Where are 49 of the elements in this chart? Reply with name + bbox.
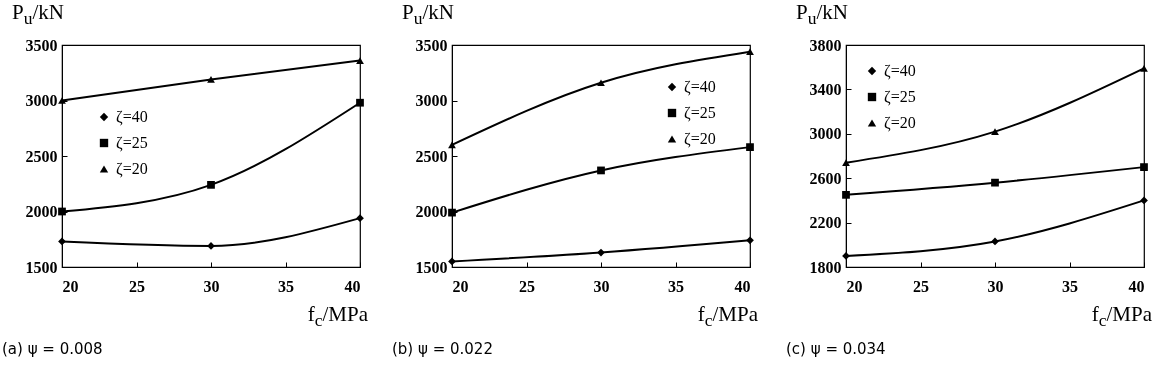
x-tick-label: 25 <box>913 277 929 295</box>
x-axis-title: f$_{c}$/MPa <box>307 302 368 332</box>
x-tick-label: 25 <box>519 277 535 295</box>
y-tick-label: 3500 <box>25 36 58 54</box>
x-tick-label: 35 <box>278 277 294 295</box>
y-tick-label: 2000 <box>25 203 58 220</box>
x-tick-label: 35 <box>668 277 684 295</box>
y-tick-label: 3000 <box>809 125 842 143</box>
y-tick-label: 1500 <box>25 258 58 276</box>
x-tick-label: 35 <box>1062 277 1078 295</box>
legend-label: ζ=20 <box>884 114 916 132</box>
y-tick-label: 2500 <box>415 147 448 165</box>
y-tick-label: 3500 <box>415 36 448 54</box>
x-axis-title: f$_{c}$/MPa <box>1091 302 1152 332</box>
x-tick-label: 20 <box>62 277 79 295</box>
legend-label: ζ=40 <box>116 108 148 126</box>
x-tick-label: 20 <box>846 277 863 295</box>
y-axis-title: P$_{u}$/kN <box>402 0 454 30</box>
x-axis-title: f$_{c}$/MPa <box>697 302 758 332</box>
x-tick-label: 25 <box>129 277 145 295</box>
y-tick-label: 2600 <box>809 169 842 187</box>
x-tick-label: 40 <box>1128 277 1145 295</box>
text: (a) ψ = 0.008 <box>2 340 103 358</box>
text: (b) ψ = 0.022 <box>392 340 493 358</box>
legend-label: ζ=25 <box>684 104 716 122</box>
x-tick-label: 20 <box>452 277 469 295</box>
legend-label: ζ=20 <box>684 130 716 148</box>
x-tick-label: 40 <box>734 277 751 295</box>
legend-label: ζ=20 <box>116 160 148 178</box>
y-axis-title: P$_{u}$/kN <box>12 0 64 30</box>
x-tick-label: 30 <box>593 277 610 295</box>
y-tick-label: 3000 <box>415 92 448 109</box>
y-tick-label: 3000 <box>25 92 58 109</box>
x-tick-label: 30 <box>987 277 1004 295</box>
x-tick-label: 40 <box>344 277 361 295</box>
legend-label: ζ=25 <box>116 134 148 152</box>
legend-label: ζ=40 <box>684 78 716 96</box>
y-tick-label: 2500 <box>25 147 58 165</box>
y-tick-label: 2200 <box>809 214 842 232</box>
x-tick-label: 30 <box>203 277 220 295</box>
legend-label: ζ=25 <box>884 88 916 106</box>
y-tick-label: 2000 <box>415 203 448 220</box>
legend-label: ζ=40 <box>884 62 916 80</box>
y-tick-label: 1800 <box>809 258 842 276</box>
y-axis-title: P$_{u}$/kN <box>796 0 848 30</box>
text: (c) ψ = 0.034 <box>786 340 886 358</box>
y-tick-label: 3400 <box>809 80 842 98</box>
y-tick-label: 3800 <box>809 36 842 54</box>
y-tick-label: 1500 <box>415 258 448 276</box>
